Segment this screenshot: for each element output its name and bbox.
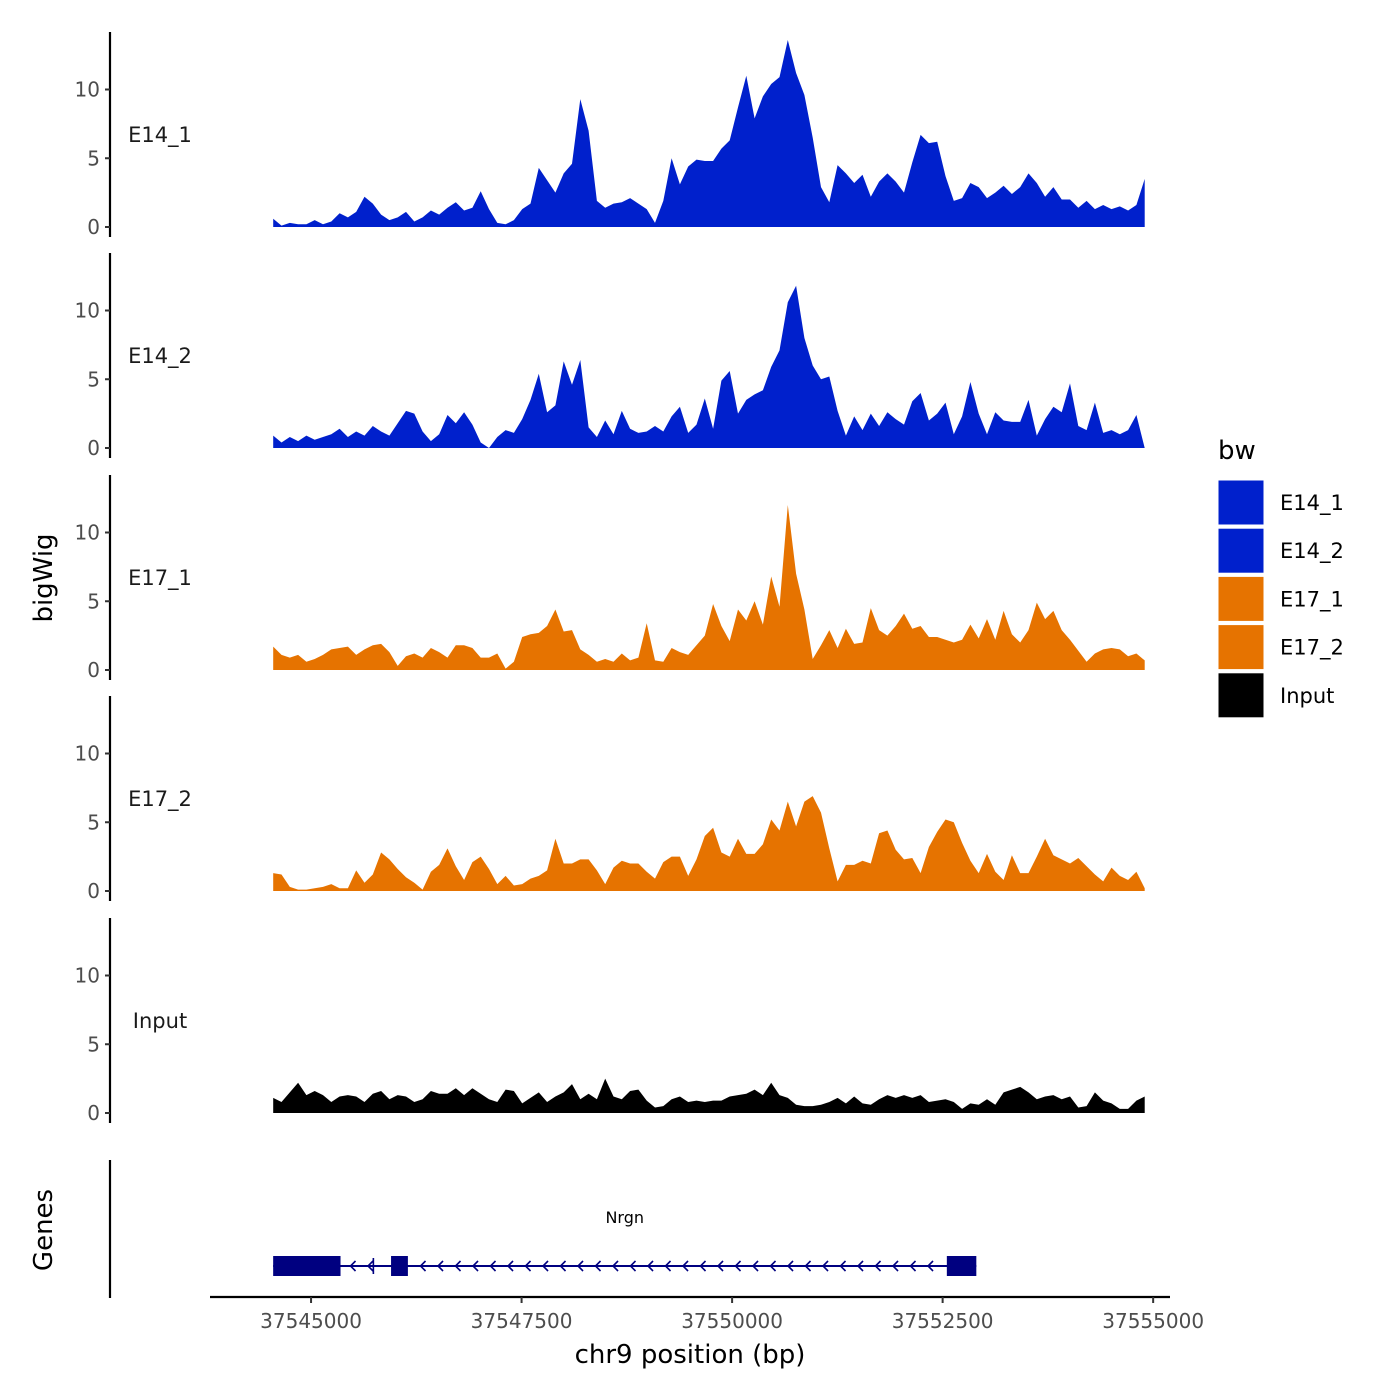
- y-tick-label: 0: [87, 879, 100, 903]
- strand-arrow: [909, 1260, 917, 1272]
- strand-arrow: [821, 1260, 829, 1272]
- y-tick-label: 10: [75, 521, 100, 545]
- track-e17-2: 0 5 10 E17_2: [75, 696, 1145, 903]
- gene-nrgn: Nrgn: [273, 1208, 977, 1276]
- x-tick-label: 37550000: [681, 1309, 783, 1333]
- strand-arrow: [349, 1260, 357, 1272]
- track-label: E14_1: [128, 123, 192, 148]
- legend-key-e14-2: [1217, 527, 1265, 574]
- y-tick-label: 5: [87, 589, 100, 613]
- y-tick-label: 10: [75, 742, 100, 766]
- y-tick-label: 10: [75, 78, 100, 102]
- x-tick-label: 37552500: [892, 1309, 994, 1333]
- genes-panel-title: Genes: [29, 1189, 59, 1271]
- strand-arrow: [804, 1260, 812, 1272]
- y-tick-label: 0: [87, 215, 100, 239]
- strand-arrow: [541, 1260, 549, 1272]
- strand-arrow: [891, 1260, 899, 1272]
- strand-arrow: [576, 1260, 584, 1272]
- legend-key-e14-1: [1217, 479, 1265, 526]
- strand-arrow: [926, 1260, 934, 1272]
- strand-arrow: [874, 1260, 882, 1272]
- strand-arrow: [751, 1260, 759, 1272]
- legend-key-input: [1217, 672, 1265, 719]
- y-tick-label: 10: [75, 299, 100, 323]
- y-tick-label: 0: [87, 436, 100, 460]
- y-tick-label: 5: [87, 1032, 100, 1056]
- strand-arrow: [769, 1260, 777, 1272]
- strand-arrow: [786, 1260, 794, 1272]
- gene-exon: [391, 1256, 408, 1276]
- track-label: Input: [133, 1009, 187, 1033]
- gene-exon: [273, 1256, 341, 1276]
- strand-arrow: [716, 1260, 724, 1272]
- y-tick-label: 0: [87, 658, 100, 682]
- strand-arrow: [419, 1260, 427, 1272]
- strand-arrow: [471, 1260, 479, 1272]
- legend-title: bw: [1218, 436, 1256, 466]
- genes-panel: Nrgn: [108, 1160, 977, 1298]
- y-tick-label: 5: [87, 367, 100, 391]
- strand-arrow: [629, 1260, 637, 1272]
- track-e14-1: 0 5 10 E14_1: [75, 32, 1145, 239]
- y-tick-label: 5: [87, 810, 100, 834]
- x-tick-label: 37547500: [471, 1309, 573, 1333]
- track-e14-2: 0 5 10 E14_2: [75, 253, 1145, 460]
- strand-arrow: [734, 1260, 742, 1272]
- strand-arrow: [524, 1260, 532, 1272]
- track-label: E14_2: [128, 344, 192, 369]
- strand-arrow: [611, 1260, 619, 1272]
- x-axis-title: chr9 position (bp): [575, 1340, 806, 1370]
- strand-arrow: [699, 1260, 707, 1272]
- strand-arrow: [559, 1260, 567, 1272]
- x-axis: 37545000 37547500 37550000 37552500 37555000: [210, 1295, 1204, 1333]
- strand-arrow: [454, 1260, 462, 1272]
- legend-label: E14_2: [1280, 539, 1344, 564]
- gene-name-label: Nrgn: [605, 1208, 644, 1227]
- strand-arrow: [366, 1260, 374, 1272]
- track-input: 0 5 10 Input: [75, 918, 1145, 1125]
- track-label: E17_1: [128, 566, 192, 591]
- signal-area-e14-1: [273, 40, 1145, 227]
- legend-label: E14_1: [1280, 491, 1344, 516]
- legend: bw E14_1 E14_2 E17_1 E17_2 Input: [1217, 436, 1344, 719]
- legend-label: Input: [1280, 684, 1334, 708]
- legend-key-e17-1: [1217, 575, 1265, 622]
- legend-label: E17_2: [1280, 636, 1344, 661]
- signal-area-e17-1: [273, 505, 1145, 670]
- y-tick-label: 5: [87, 146, 100, 170]
- strand-arrow: [436, 1260, 444, 1272]
- strand-arrow: [646, 1260, 654, 1272]
- strand-arrow: [489, 1260, 497, 1272]
- track-label: E17_2: [128, 787, 192, 812]
- strand-arrow: [681, 1260, 689, 1272]
- strand-arrow: [506, 1260, 514, 1272]
- x-tick-label: 37545000: [260, 1309, 362, 1333]
- gene-exon: [946, 1256, 977, 1276]
- signal-area-input: [273, 1078, 1145, 1113]
- strand-arrow: [856, 1260, 864, 1272]
- signal-area-e17-2: [273, 796, 1145, 891]
- y-tick-label: 10: [75, 964, 100, 988]
- legend-key-e17-2: [1217, 624, 1265, 671]
- y-axis-title: bigWig: [29, 533, 59, 622]
- tracks-layer: 0 5 10 E14_1 0 5 10 E14_2 0 5 10 E17_1 0 5 10 E17_2 0 5 10…: [75, 32, 1145, 1125]
- strand-arrow: [594, 1260, 602, 1272]
- y-tick-label: 0: [87, 1101, 100, 1125]
- x-tick-label: 37555000: [1102, 1309, 1204, 1333]
- strand-arrow: [664, 1260, 672, 1272]
- track-e17-1: 0 5 10 E17_1: [75, 475, 1145, 682]
- legend-label: E17_1: [1280, 587, 1344, 612]
- signal-area-e14-2: [273, 285, 1145, 448]
- strand-arrow: [839, 1260, 847, 1272]
